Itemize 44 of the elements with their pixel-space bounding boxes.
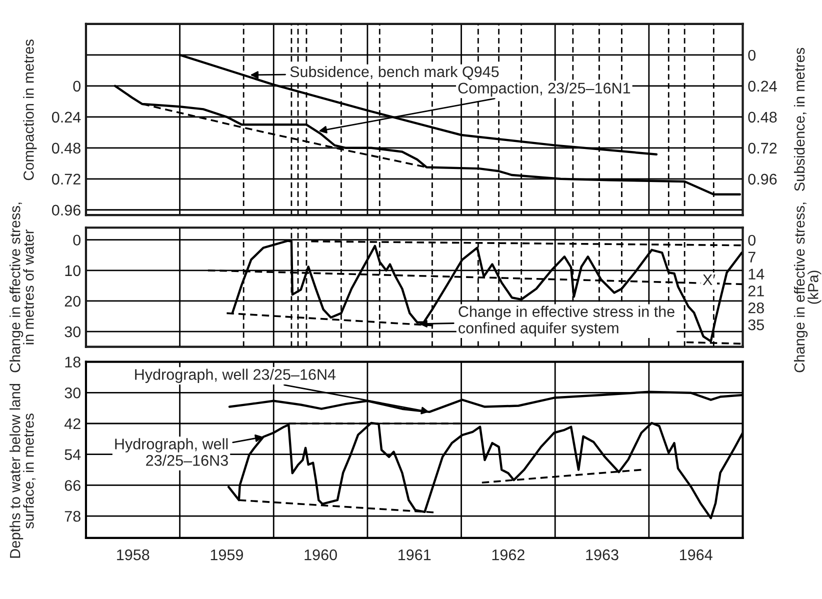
- y-tick-label: 42: [64, 418, 80, 430]
- y2-axis-title: Change in effective stress, (kPa): [794, 202, 822, 372]
- annotation: Hydrograph, well 23/25–16N4: [135, 368, 336, 383]
- y2-tick-label: 0.24: [748, 80, 777, 92]
- y2-tick-label: 21: [748, 286, 764, 296]
- x-tick-label: 1962: [492, 549, 524, 560]
- y2-tick-label: 14: [748, 268, 764, 280]
- y-tick-label: 0.24: [52, 112, 81, 123]
- y-tick-label: 0.96: [52, 204, 80, 216]
- y-tick-label: 78: [64, 510, 80, 522]
- y2-tick-label: 0.48: [748, 112, 777, 123]
- x-tick-label: 1964: [680, 549, 712, 560]
- x-tick-label: 1960: [304, 549, 337, 560]
- y2-tick-label: 0.96: [748, 174, 777, 185]
- y2-tick-label: 35: [748, 319, 764, 330]
- y-tick-label: 18: [65, 356, 80, 368]
- y-axis-title: Change in effective stress, in metres of water: [10, 202, 34, 372]
- y2-tick-label: 0: [748, 234, 756, 246]
- y-tick-label: 0: [73, 234, 81, 246]
- y2-axis-title: Subsidence, in metres: [794, 48, 806, 191]
- x-tick-label: 1961: [398, 549, 431, 560]
- y-tick-label: 0: [73, 80, 81, 92]
- y-tick-label: 10: [65, 265, 81, 276]
- annotation: X′: [702, 274, 716, 286]
- y-tick-label: 20: [64, 296, 81, 307]
- y-tick-label: 66: [64, 480, 80, 491]
- annotation: Hydrograph, well 23/25–16N3: [115, 438, 228, 466]
- y-tick-label: 54: [64, 449, 81, 460]
- annotation: Subsidence, bench mark Q945: [290, 66, 499, 80]
- x-tick-label: 1963: [586, 549, 618, 560]
- annotation: Compaction, 23/25–16N1: [458, 82, 630, 97]
- y2-tick-label: 0: [748, 50, 756, 61]
- y-tick-label: 30: [64, 388, 81, 398]
- y-axis-title: Depths to water below land surface, in metres: [10, 384, 36, 558]
- y-axis-title: Compaction in metres: [23, 40, 37, 180]
- y2-tick-label: 28: [748, 302, 764, 314]
- y2-tick-label: 7: [748, 252, 756, 262]
- y-tick-label: 0.72: [52, 174, 80, 185]
- x-tick-label: 1958: [117, 549, 150, 560]
- y-tick-label: 0.48: [52, 142, 80, 154]
- y2-tick-label: 0.72: [748, 142, 777, 154]
- x-tick-label: 1959: [210, 549, 243, 560]
- annotation: Change in effective stress in the confined aquifer system: [458, 306, 674, 336]
- y-tick-label: 30: [64, 326, 81, 338]
